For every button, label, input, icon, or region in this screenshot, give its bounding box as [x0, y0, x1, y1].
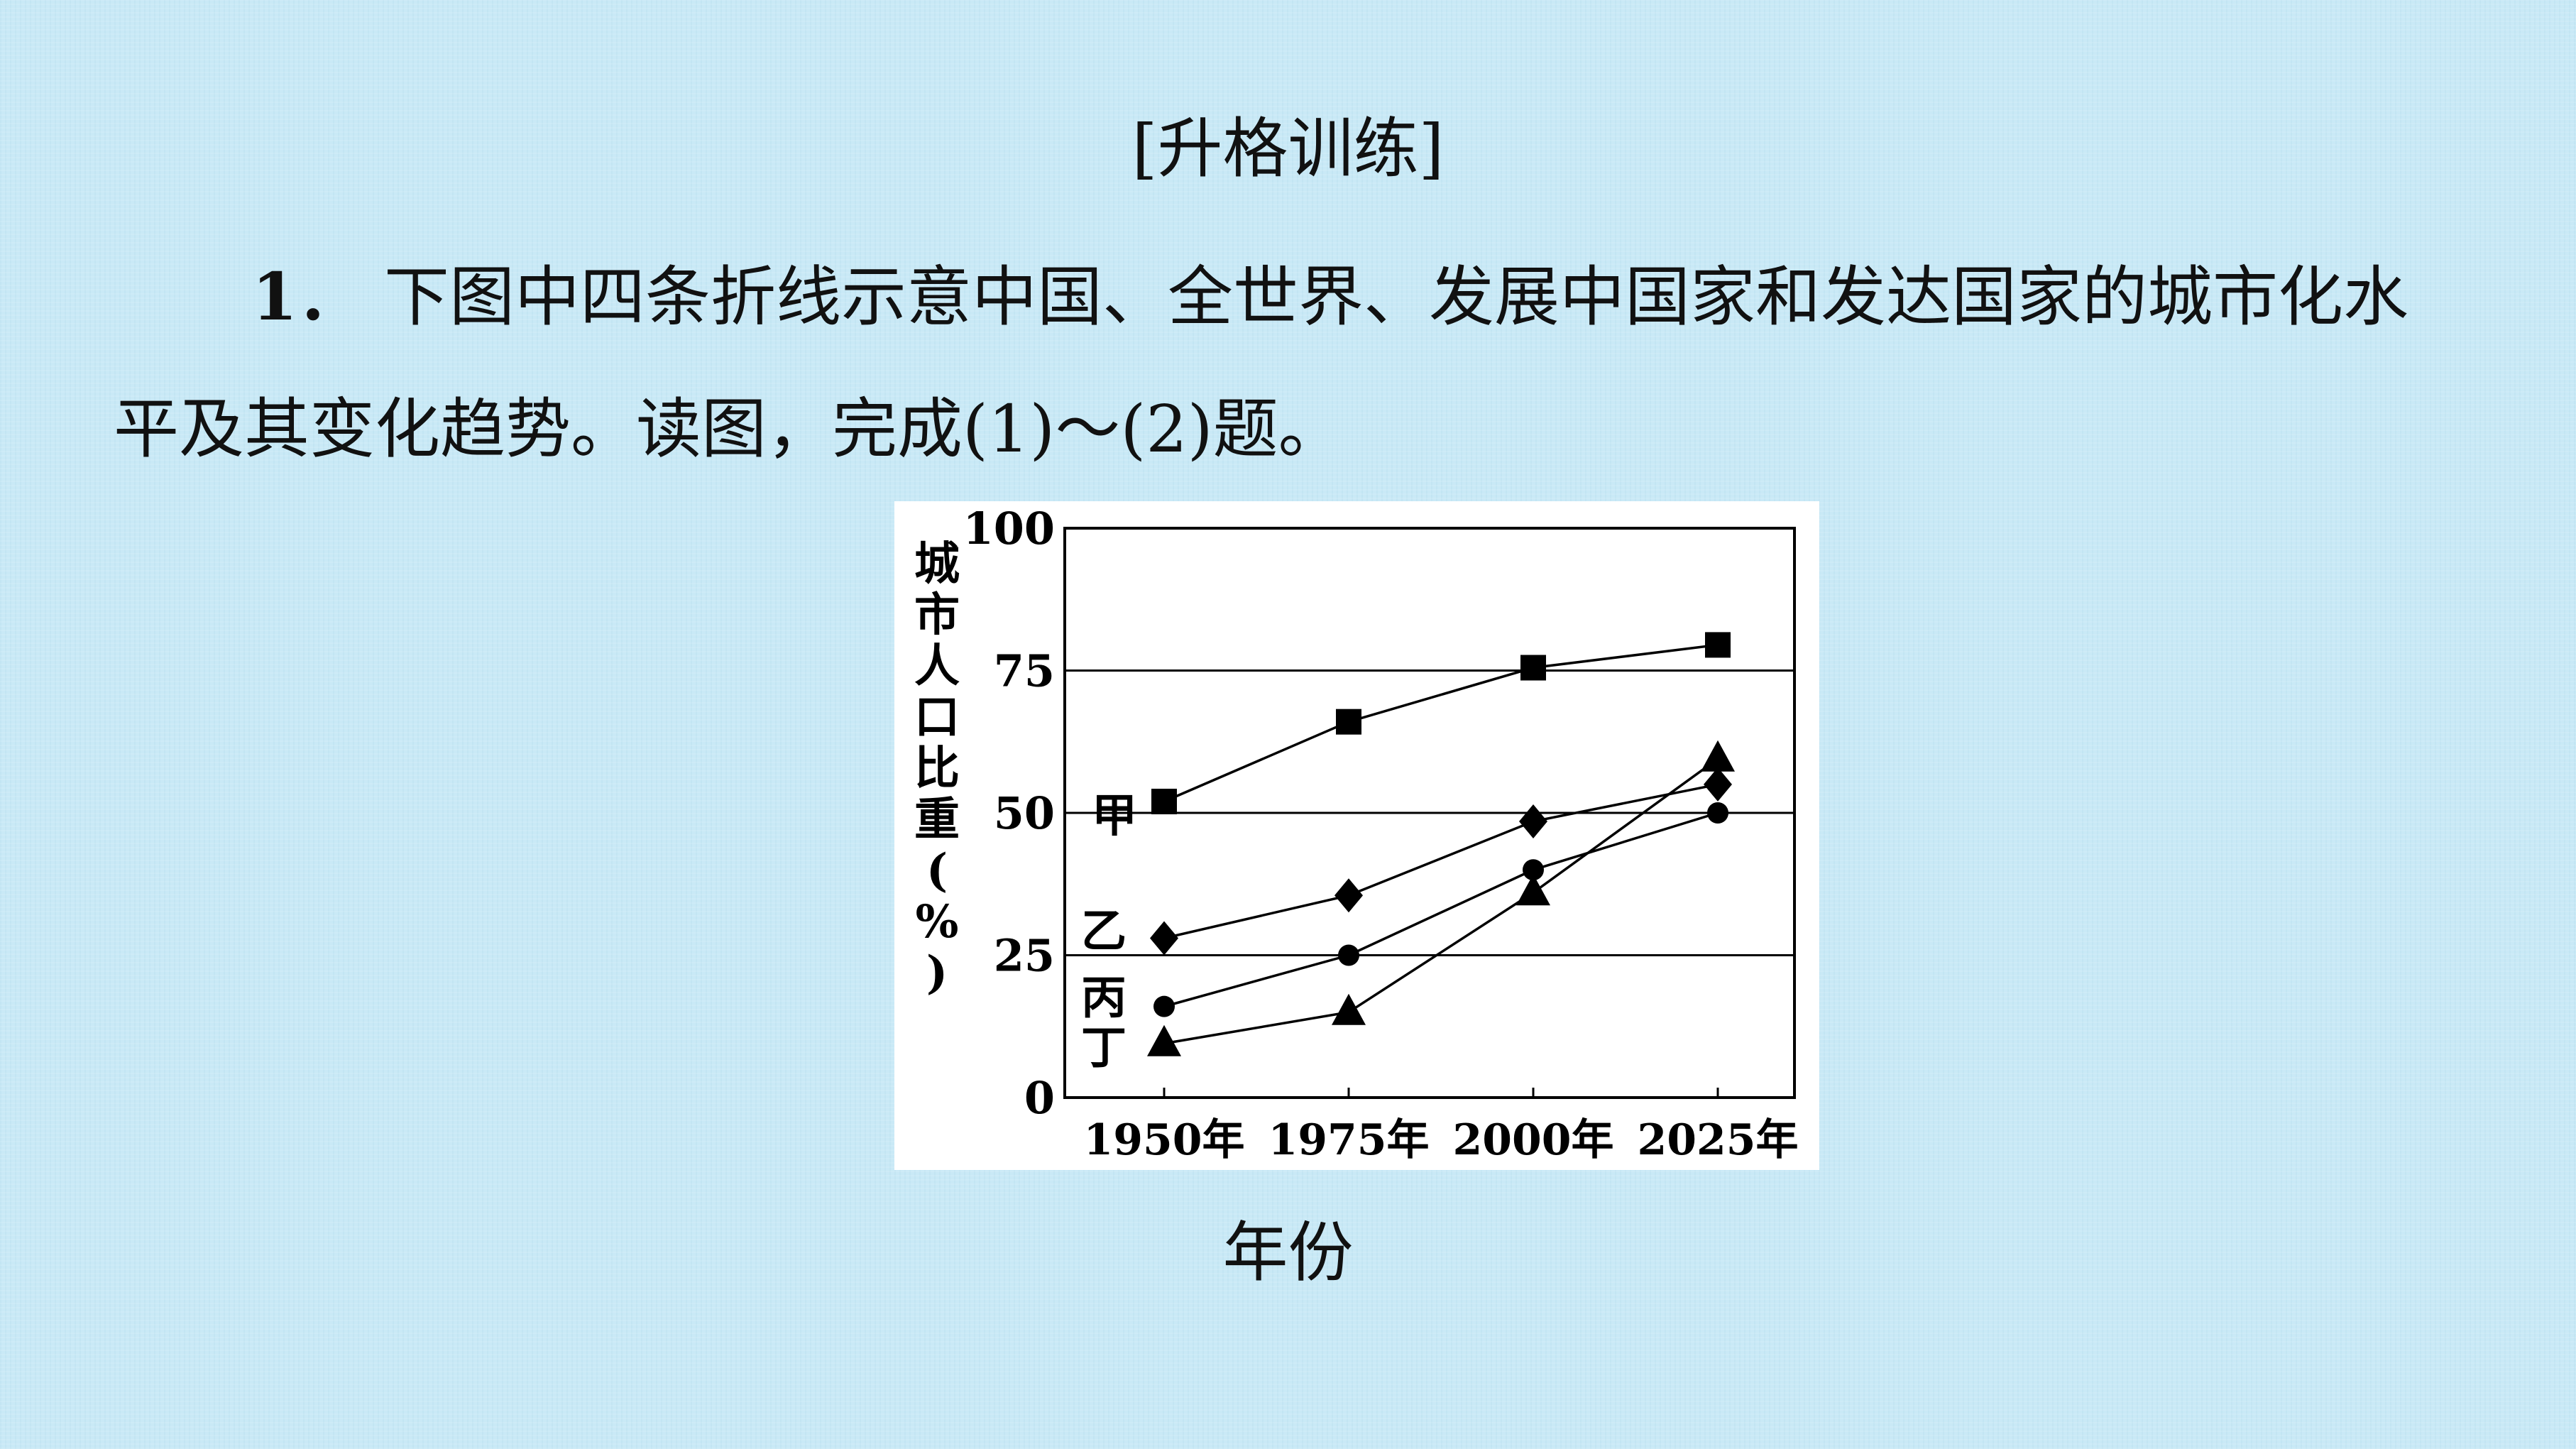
x-tick-label: 1950年	[1084, 1115, 1245, 1165]
question-number: 1．	[252, 258, 363, 335]
data-point-triangle	[1516, 874, 1550, 906]
series-line-circle	[1163, 811, 1719, 1008]
y-axis-label: 城市人口比重(%)	[914, 537, 960, 1000]
y-tick-label: 0	[1024, 1072, 1055, 1124]
data-point-square	[1151, 788, 1177, 814]
y-axis-label-char: )	[926, 946, 948, 1000]
data-point-triangle	[1701, 740, 1735, 772]
y-axis-label-char: (	[926, 844, 948, 897]
question-text: 1． 下图中四条折线示意中国、全世界、发展中国家和发达国家的城市化水平及其变化趋势…	[114, 231, 2470, 496]
x-tick-label: 1975年	[1268, 1115, 1430, 1165]
data-point-circle	[1338, 944, 1359, 966]
section-heading: [升格训练]	[1131, 111, 1445, 187]
data-point-diamond	[1334, 878, 1363, 913]
series-label: 丁	[1081, 1022, 1127, 1075]
data-point-square	[1705, 632, 1731, 658]
data-point-diamond	[1150, 921, 1178, 956]
urbanization-line-chart: 0 25 50 75 100 1950年 1975年 2000年 2025年 城市人口比重(%) 甲…	[914, 503, 1799, 1165]
data-point-square	[1520, 655, 1546, 681]
data-point-diamond	[1519, 804, 1547, 839]
data-point-diamond	[1704, 767, 1732, 802]
x-tick-label: 2000年	[1453, 1115, 1614, 1165]
y-axis-label-char: %	[916, 895, 959, 948]
y-tick-label: 75	[994, 645, 1055, 697]
series-label: 乙	[1081, 904, 1127, 958]
data-point-square	[1336, 709, 1361, 735]
y-axis-label-char: 市	[914, 589, 960, 642]
y-tick-label: 25	[994, 930, 1055, 982]
y-axis-label-char: 比	[914, 742, 960, 795]
data-point-circle	[1153, 995, 1175, 1017]
series-line-square	[1163, 643, 1719, 803]
data-point-triangle	[1332, 993, 1366, 1025]
data-point-circle	[1523, 859, 1544, 881]
y-tick-label: 50	[994, 787, 1055, 839]
y-axis-label-char: 人	[914, 640, 960, 693]
y-axis-label-char: 重	[914, 793, 960, 846]
series-line-diamond	[1163, 783, 1719, 940]
x-axis-title: 年份	[1222, 1215, 1354, 1291]
data-point-circle	[1707, 802, 1728, 824]
y-tick-label: 100	[963, 503, 1055, 554]
series-line-triangle	[1163, 758, 1719, 1045]
x-tick-label: 2025年	[1638, 1115, 1799, 1165]
y-axis-label-char: 口	[914, 691, 960, 744]
y-axis-label-char: 城	[914, 537, 960, 591]
data-point-triangle	[1147, 1024, 1181, 1056]
question-body: 下图中四条折线示意中国、全世界、发展中国家和发达国家的城市化水平及其变化趋势。读…	[114, 259, 2409, 467]
series-label: 丙	[1081, 972, 1127, 1025]
series-label: 甲	[1092, 789, 1137, 843]
chart-panel: 0 25 50 75 100 1950年 1975年 2000年 2025年 城市人口比重(%) 甲…	[894, 501, 1819, 1170]
